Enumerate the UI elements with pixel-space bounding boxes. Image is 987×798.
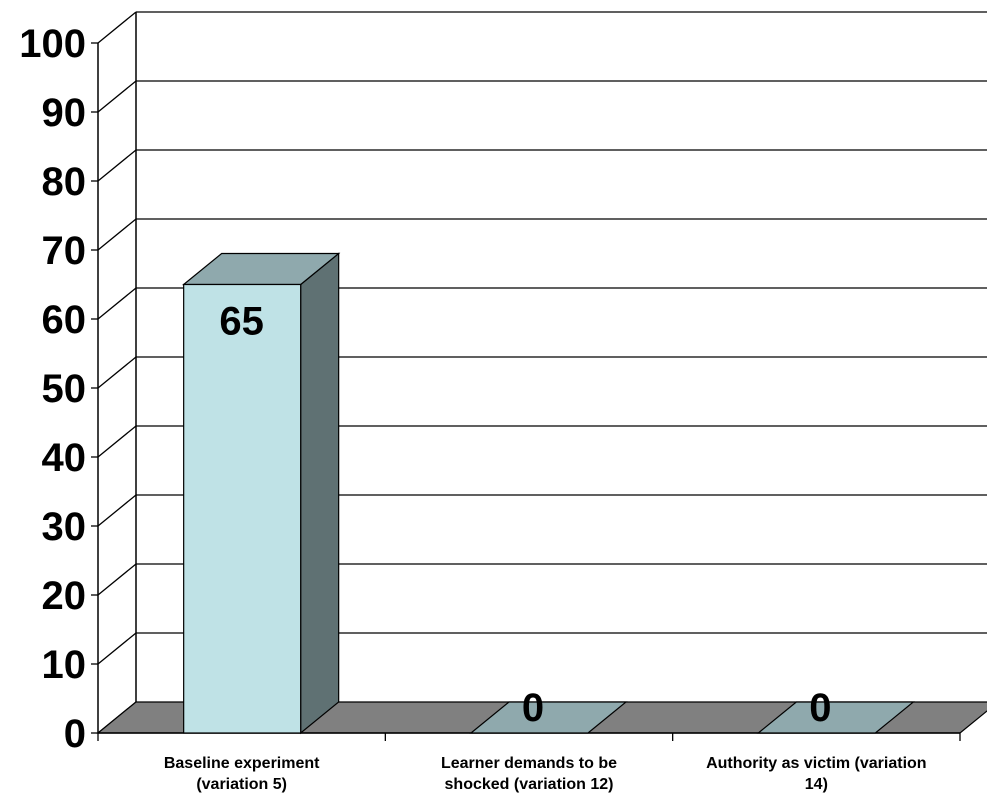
- wall-gridline: [98, 495, 136, 526]
- wall-gridline: [98, 564, 136, 595]
- y-tick-label: 60: [42, 298, 87, 342]
- y-tick-label: 0: [64, 712, 86, 756]
- wall-gridline: [98, 219, 136, 250]
- wall-gridline: [98, 633, 136, 664]
- y-tick-label: 40: [42, 436, 87, 480]
- y-tick-label: 90: [42, 91, 87, 135]
- wall-gridline: [98, 12, 136, 43]
- bar-side: [301, 254, 339, 734]
- y-tick-label: 80: [42, 160, 87, 204]
- y-tick-label: 30: [42, 505, 87, 549]
- data-label: 0: [809, 686, 831, 730]
- x-tick-label: shocked (variation 12): [445, 776, 614, 793]
- y-tick-label: 70: [42, 229, 87, 273]
- y-tick-label: 100: [19, 22, 86, 66]
- wall-gridline: [98, 150, 136, 181]
- y-tick-label: 20: [42, 574, 87, 618]
- x-tick-label: Authority as victim (variation: [706, 755, 927, 772]
- y-tick-label: 10: [42, 643, 87, 687]
- x-tick-label: Baseline experiment: [164, 755, 320, 772]
- data-label: 0: [522, 686, 544, 730]
- x-tick-label: (variation 5): [196, 776, 287, 793]
- y-tick-label: 50: [42, 367, 87, 411]
- wall-gridline: [98, 288, 136, 319]
- wall-gridline: [98, 426, 136, 457]
- wall-gridline: [98, 81, 136, 112]
- x-tick-label: 14): [805, 776, 828, 793]
- data-label: 65: [219, 300, 264, 344]
- x-tick-label: Learner demands to be: [441, 755, 617, 772]
- bar: [184, 285, 301, 734]
- wall-gridline: [98, 357, 136, 388]
